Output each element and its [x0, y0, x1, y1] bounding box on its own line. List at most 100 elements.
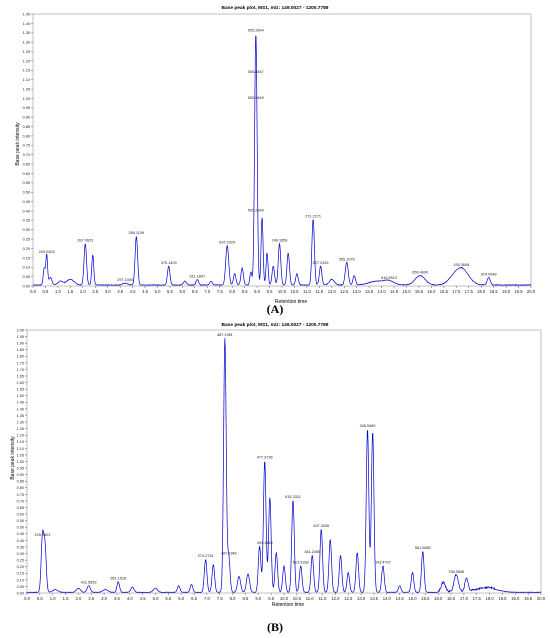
chart-b-y-tick-label: 0.90 — [17, 473, 24, 477]
chart-a-x-tick-label: 8.5 — [242, 289, 248, 294]
chart-a-y-tick-label: 1.45 — [23, 12, 30, 16]
chart-b-x-tick-label: 18.5 — [498, 596, 507, 601]
chart-a-x-tick-label: 7.0 — [204, 289, 210, 294]
chart-b-y-tick-label: 1.15 — [17, 440, 24, 444]
chart-a-plot-frame — [32, 13, 532, 287]
chart-b-x-tick-label: 11.5 — [319, 596, 328, 601]
chart-b-x-tick-label: 14.5 — [396, 596, 405, 601]
chart-b-plot-frame — [26, 329, 542, 594]
chart-b-y-tick-label: 1.90 — [17, 342, 24, 346]
chart-b-peak-label: 798.5558 — [448, 570, 464, 574]
chart-b-x-tick-label: 13.5 — [370, 596, 379, 601]
chart-b-peak-label: 487.1946 — [221, 551, 237, 555]
chart-a-x-tick-label: 2.5 — [92, 289, 98, 294]
chart-b-x-tick-label: 2.0 — [75, 596, 81, 601]
chart-a-y-tick-label: 0.25 — [23, 238, 30, 242]
chart-b-title: Base peak plot, MS1, m/z: 149.0027 - 120… — [222, 322, 329, 328]
chart-b-x-tick-label: 11.0 — [306, 596, 315, 601]
chart-a-x-tick-label: 12.5 — [340, 289, 349, 294]
chart-b-peak-label: 193.4707 — [375, 561, 391, 565]
chart-a-x-tick-label: 7.5 — [217, 289, 223, 294]
chart-b-x-tick-label: 12.5 — [344, 596, 353, 601]
chart-a-x-tick-label: 8.0 — [229, 289, 235, 294]
chart-b-y-tick-label: 0.50 — [17, 526, 24, 530]
panel-a-label: (A) — [266, 302, 284, 316]
chart-a-x-tick-label: 11.5 — [315, 289, 324, 294]
chart-b-y-tick-label: 0.05 — [17, 585, 24, 589]
chart-b-x-tick-label: 1.0 — [50, 596, 56, 601]
chart-b-y-tick-label: 0.10 — [17, 578, 24, 582]
chart-a-y-tick-label: 1.20 — [23, 59, 30, 63]
chart-a-y-tick-label: 1.15 — [23, 69, 30, 73]
chart-b-y-tick-label: 0.45 — [17, 532, 24, 536]
chart-a-x-tick-label: 3.0 — [105, 289, 111, 294]
chart-a-y-tick-label: 0.60 — [23, 172, 30, 176]
chart-a-peak-label: 297.1004 — [117, 278, 133, 282]
chart-a-y-tick-label: 0.50 — [23, 191, 30, 195]
chart-a-peak-label: 355.1076 — [339, 257, 355, 261]
chart-a-x-tick-label: 14.5 — [390, 289, 399, 294]
chart-a-x-tick-label: 15.5 — [415, 289, 424, 294]
chart-b-peak-label: 274.2715 — [198, 554, 214, 558]
chart-b-x-tick-label: 17.0 — [460, 596, 469, 601]
chart-a-peak-label: 505.2844 — [248, 29, 264, 33]
chart-a-x-tick-label: 18.0 — [477, 289, 486, 294]
chart-b-y-tick-label: 0.00 — [17, 591, 24, 595]
chart-a-x-tick-label: 0.0 — [30, 289, 36, 294]
chart-a-y-tick-label: 1.35 — [23, 31, 30, 35]
chart-b-y-tick-label: 1.70 — [17, 368, 24, 372]
chart-a-x-tick-label: 1.0 — [55, 289, 61, 294]
chart-b-peak-label: 411.5653 — [81, 580, 97, 584]
chart-b-peak-label: 361.2456 — [304, 550, 320, 554]
chart-b-xlabel: Retention time — [272, 602, 304, 608]
chart-a-peak-label: 249.1659 — [272, 239, 288, 243]
chart-a-y-tick-label: 1.10 — [23, 78, 30, 82]
chart-b-y-tick-label: 1.40 — [17, 407, 24, 411]
chart-b-y-tick-label: 1.35 — [17, 414, 24, 418]
chart-a-xlabel: Retention time — [275, 299, 307, 305]
chart-a-x-tick-label: 13.0 — [353, 289, 362, 294]
chart-b-y-tick-label: 0.65 — [17, 506, 24, 510]
chart-b-x-tick-label: 16.5 — [447, 596, 456, 601]
chart-b-y-tick-label: 2.00 — [17, 328, 24, 332]
chart-b-y-tick-label: 1.85 — [17, 348, 24, 352]
chart-a-y-tick-label: 0.70 — [23, 153, 30, 157]
chart-b-plot: 0.0 0.5 1.0 1.5 2.0 2.5 3.0 3.5 4.0 4.5 5.0 5.5 6.0 6… — [17, 328, 546, 601]
chart-b-x-tick-label: 17.5 — [473, 596, 482, 601]
chart-b-peak-label: 551.1518 — [110, 576, 126, 580]
chart-b-x-tick-label: 6.0 — [178, 596, 184, 601]
chart-a-peak-label: 227.2425 — [313, 261, 329, 265]
chart-a-x-tick-label: 10.5 — [290, 289, 299, 294]
chart-b-x-tick-label: 14.0 — [383, 596, 392, 601]
chart-a-x-tick-label: 17.0 — [452, 289, 461, 294]
chart-a-peak-label: 505.2845 — [248, 209, 264, 213]
chart-b-y-tick-label: 0.55 — [17, 519, 24, 523]
chart-b-x-tick-label: 4.5 — [140, 596, 146, 601]
chart-a-peak-label: 505.2849 — [248, 96, 264, 100]
chart-a-y-tick-label: 0.75 — [23, 144, 30, 148]
chart-b-x-tick-label: 9.0 — [255, 596, 261, 601]
chart-b-peak-label: 225.9603 — [34, 533, 50, 537]
chart-a-y-tick-label: 0.35 — [23, 219, 30, 223]
chart-a-y-tick-label: 0.95 — [23, 106, 30, 110]
chart-b-ylabel: Base peak intensity — [10, 436, 16, 480]
chart-a-peak-label: 289.1109 — [129, 231, 145, 235]
chart-a-y-tick-label: 0.30 — [23, 228, 30, 232]
chart-a-x-tick-label: 10.0 — [278, 289, 287, 294]
chart-a-x-tick-label: 5.0 — [155, 289, 161, 294]
chart-b-x-tick-label: 19.5 — [524, 596, 533, 601]
chart-a-peak-label: 656.4600 — [412, 271, 428, 275]
chart-b-x-tick-label: 8.0 — [230, 596, 236, 601]
chart-a-x-tick-label: 4.0 — [130, 289, 136, 294]
chart-b-y-tick-label: 1.30 — [17, 420, 24, 424]
chart-a-x-tick-label: 1.5 — [67, 289, 73, 294]
chart-a-y-tick-label: 0.10 — [23, 266, 30, 270]
chart-b-x-tick-label: 0.5 — [37, 596, 43, 601]
chart-b-peak-label: 326.5480 — [360, 424, 376, 428]
chart-b-x-tick-label: 15.5 — [421, 596, 430, 601]
chart-b-x-tick-label: 2.5 — [88, 596, 94, 601]
chart-b-x-tick-label: 7.0 — [204, 596, 210, 601]
chart-b-peak-label: 613.3186 — [293, 561, 309, 565]
chart-b-y-tick-label: 1.10 — [17, 447, 24, 451]
